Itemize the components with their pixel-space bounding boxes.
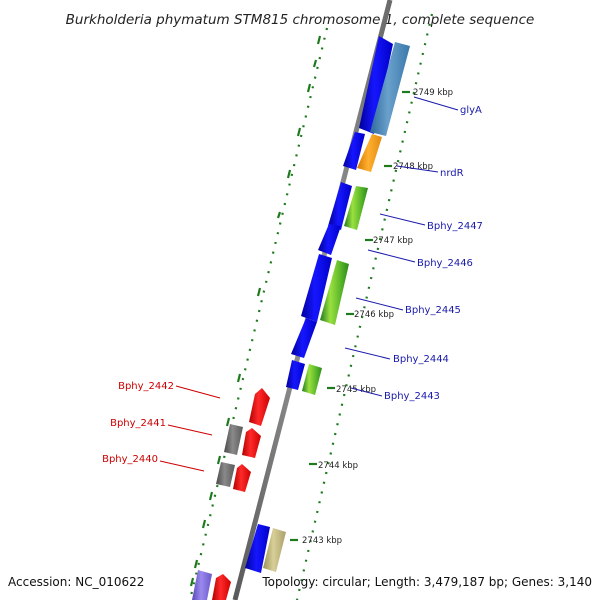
cog-bar[interactable] bbox=[263, 528, 286, 572]
cog-bar[interactable] bbox=[357, 134, 382, 172]
cds-arrow[interactable] bbox=[242, 428, 261, 458]
cds-arrow[interactable] bbox=[212, 574, 231, 600]
cog-bar[interactable] bbox=[192, 570, 212, 600]
topology-info: Topology: circular; Length: 3,479,187 bp… bbox=[261, 575, 592, 589]
outer-tick-marks bbox=[189, 35, 322, 587]
cog-bar[interactable] bbox=[224, 424, 243, 455]
reverse-gene-labels: Bphy_2442 Bphy_2441 Bphy_2440 bbox=[102, 381, 174, 465]
gene-label-rev[interactable]: Bphy_2442 bbox=[118, 381, 174, 392]
gene-label-fwd[interactable]: Bphy_2444 bbox=[393, 354, 449, 365]
cds-arrow[interactable] bbox=[286, 360, 305, 390]
forward-gene-leaders bbox=[344, 96, 459, 397]
gene-label-fwd[interactable]: Bphy_2446 bbox=[417, 258, 473, 269]
gene-label-fwd[interactable]: Bphy_2443 bbox=[384, 391, 440, 402]
kbp-label: 2749 kbp bbox=[413, 88, 453, 98]
reverse-gene-leaders bbox=[159, 385, 221, 472]
gene-label-rev[interactable]: Bphy_2440 bbox=[102, 454, 158, 465]
gene-label-rev[interactable]: Bphy_2441 bbox=[110, 418, 166, 429]
cog-bar[interactable] bbox=[344, 186, 368, 230]
cds-arrow[interactable] bbox=[328, 182, 352, 230]
gene-label-fwd[interactable]: Bphy_2445 bbox=[405, 305, 461, 316]
kbp-label: 2745 kbp bbox=[336, 385, 376, 395]
outer-dotted-guide bbox=[188, 27, 329, 600]
cog-bar[interactable] bbox=[216, 462, 235, 487]
cds-arrow[interactable] bbox=[291, 318, 317, 358]
kbp-label: 2748 kbp bbox=[393, 162, 433, 172]
cog-bar[interactable] bbox=[320, 260, 349, 325]
inner-dotted-guide bbox=[295, 13, 434, 600]
gene-label-fwd[interactable]: nrdR bbox=[440, 168, 464, 179]
cog-track bbox=[263, 42, 410, 572]
kbp-marker-labels: 2749 kbp 2748 kbp 2747 kbp 2746 kbp 2745… bbox=[302, 88, 453, 546]
map-title: Burkholderia phymatum STM815 chromosome … bbox=[66, 12, 535, 28]
kbp-label: 2747 kbp bbox=[373, 236, 413, 246]
cds-arrow[interactable] bbox=[245, 524, 270, 573]
accession-label: Accession: NC_010622 bbox=[8, 575, 144, 589]
cds-arrow[interactable] bbox=[359, 36, 393, 134]
kbp-tick-marks bbox=[290, 90, 410, 542]
cog-bar[interactable] bbox=[370, 42, 410, 136]
reverse-cds-track bbox=[192, 388, 270, 600]
cds-arrow[interactable] bbox=[318, 224, 341, 255]
gene-label-fwd[interactable]: glyA bbox=[460, 105, 482, 116]
cds-arrow[interactable] bbox=[343, 132, 365, 170]
forward-gene-labels: glyA nrdR Bphy_2447 Bphy_2446 Bphy_2445 … bbox=[384, 105, 483, 402]
cds-arrow[interactable] bbox=[301, 254, 332, 322]
gene-label-fwd[interactable]: Bphy_2447 bbox=[427, 221, 483, 232]
kbp-label: 2743 kbp bbox=[302, 536, 342, 546]
cog-bar[interactable] bbox=[302, 364, 322, 395]
kbp-label: 2746 kbp bbox=[354, 310, 394, 320]
kbp-label: 2744 kbp bbox=[318, 461, 358, 471]
cds-arrow[interactable] bbox=[249, 388, 270, 426]
forward-cds-track bbox=[245, 36, 393, 573]
cds-arrow[interactable] bbox=[233, 464, 251, 492]
